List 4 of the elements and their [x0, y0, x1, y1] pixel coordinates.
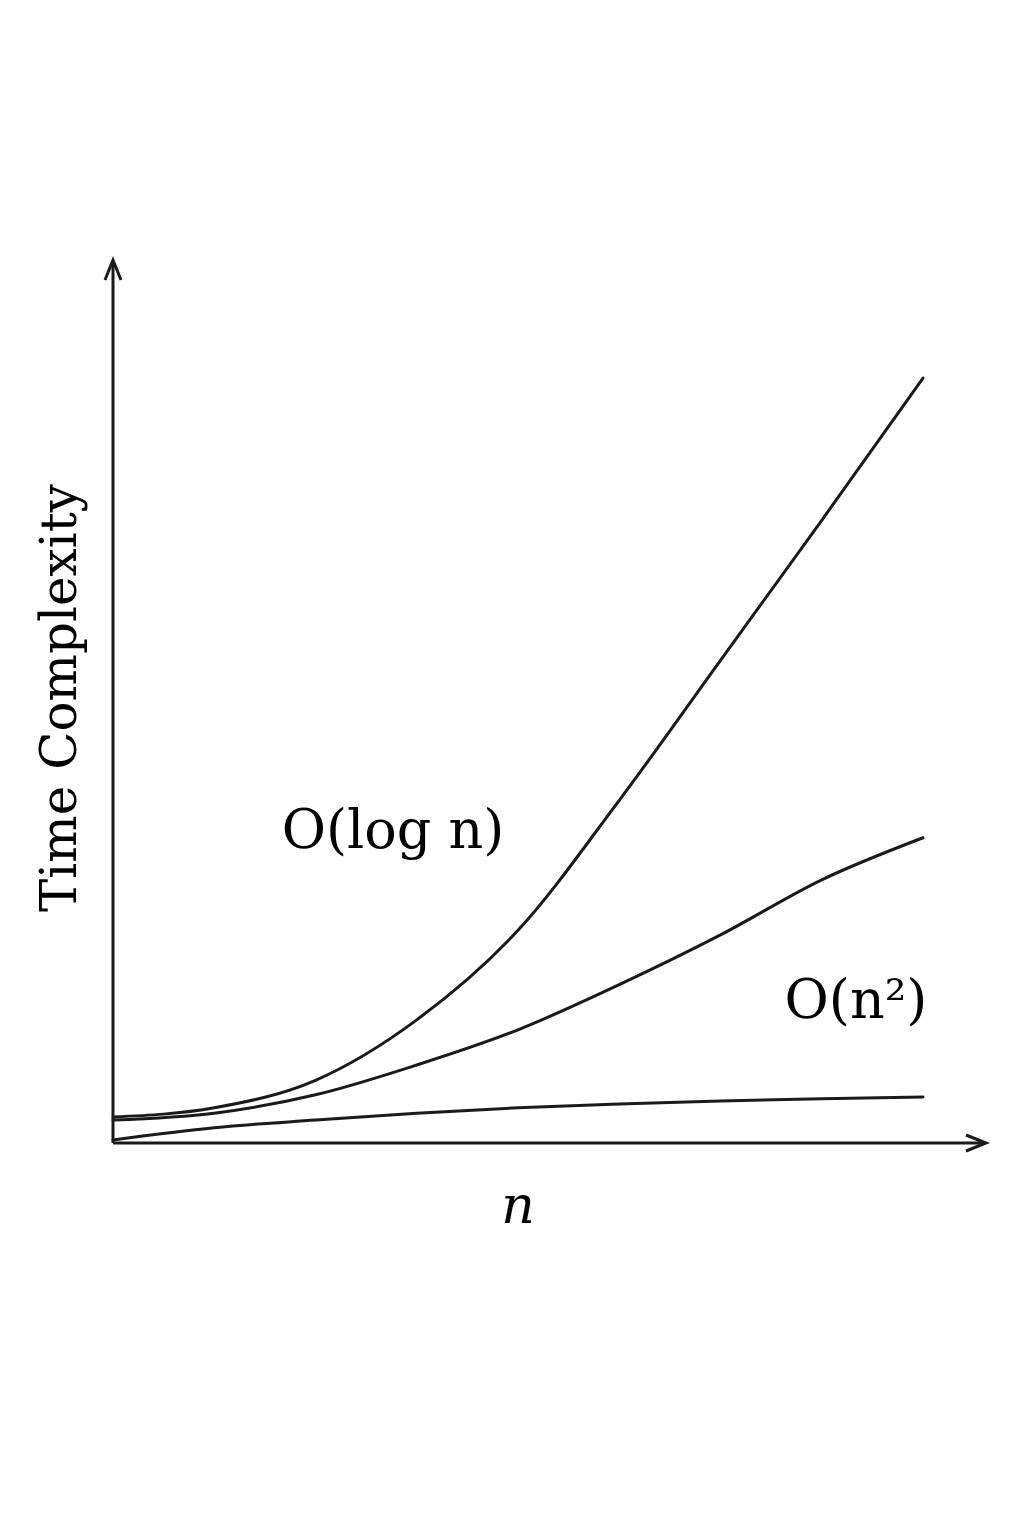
x-axis-title: n [501, 1175, 535, 1235]
annotation: O(log n) [281, 798, 505, 861]
annotation: O(n²) [784, 968, 928, 1031]
y-axis-title: Time Complexity [30, 483, 88, 913]
